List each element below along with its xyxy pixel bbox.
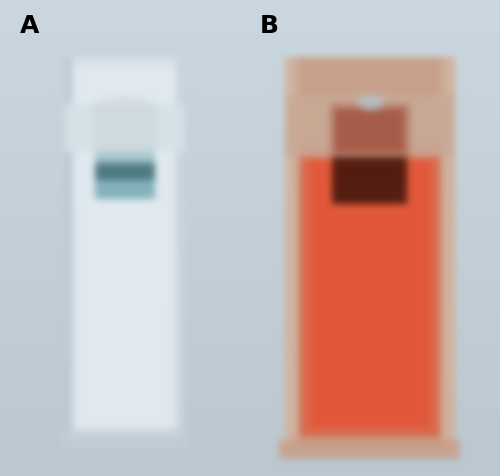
Text: A: A xyxy=(20,14,40,38)
Text: B: B xyxy=(260,14,279,38)
